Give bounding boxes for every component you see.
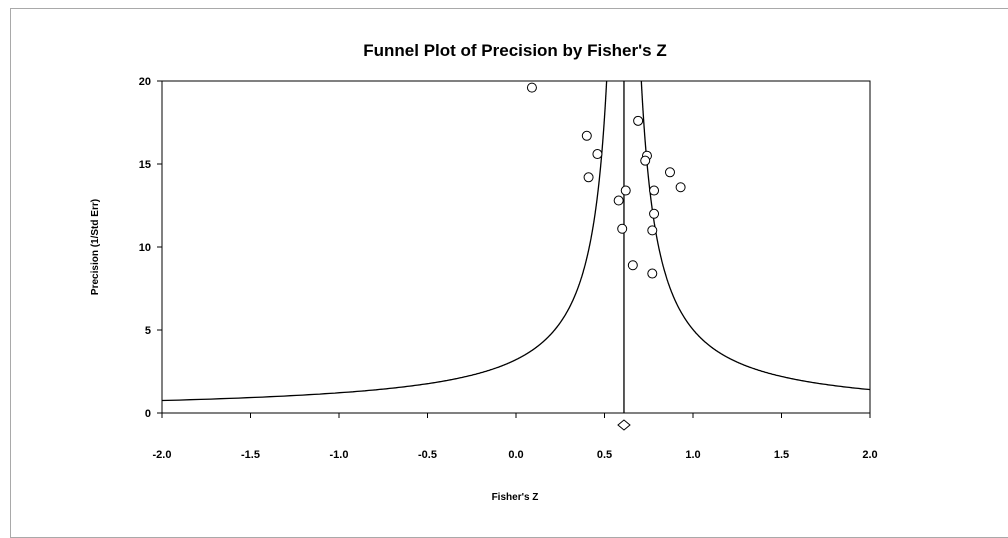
y-tick-label: 0 [145, 408, 151, 420]
chart-frame: Funnel Plot of Precision by Fisher's Z 0… [10, 8, 1008, 538]
study-point [675, 182, 686, 193]
chart-title: Funnel Plot of Precision by Fisher's Z [363, 41, 666, 60]
x-tick-label: 2.0 [862, 449, 877, 461]
study-point [526, 82, 537, 93]
y-axis-ticks: 0 5 10 15 20 [139, 76, 162, 420]
study-point [649, 208, 660, 219]
study-point [581, 130, 592, 141]
x-tick-label: -1.5 [241, 449, 260, 461]
x-tick-label: -2.0 [153, 449, 172, 461]
x-tick-label: -0.5 [418, 449, 437, 461]
study-point [647, 225, 658, 236]
x-tick-label: -1.0 [330, 449, 349, 461]
study-point [647, 268, 658, 279]
x-tick-label: 1.0 [685, 449, 700, 461]
study-point [649, 185, 660, 196]
y-tick-label: 10 [139, 242, 151, 254]
y-tick-label: 15 [139, 159, 151, 171]
x-axis-ticks: -2.0 -1.5 -1.0 -0.5 0.0 0.5 1.0 1.5 2.0 [153, 413, 878, 461]
x-axis-title: Fisher's Z [492, 492, 539, 503]
study-point [583, 172, 594, 183]
x-tick-label: 0.0 [508, 449, 523, 461]
study-point [617, 223, 628, 234]
study-points [526, 82, 686, 279]
study-point [592, 149, 603, 160]
study-point [613, 195, 624, 206]
study-point [627, 260, 638, 271]
funnel-left-boundary [162, 81, 608, 402]
y-tick-label: 20 [139, 76, 151, 88]
plot-area [161, 80, 871, 414]
summary-effect-diamond [617, 419, 631, 431]
study-point [640, 155, 651, 166]
x-tick-label: 1.5 [774, 449, 789, 461]
study-point [633, 115, 644, 126]
y-tick-label: 5 [145, 325, 151, 337]
study-point [664, 167, 675, 178]
study-point [620, 185, 631, 196]
x-tick-label: 0.5 [597, 449, 612, 461]
funnel-right-boundary [640, 81, 870, 391]
y-axis-title: Precision (1/Std Err) [90, 199, 101, 295]
funnel-plot: Funnel Plot of Precision by Fisher's Z 0… [90, 41, 878, 503]
